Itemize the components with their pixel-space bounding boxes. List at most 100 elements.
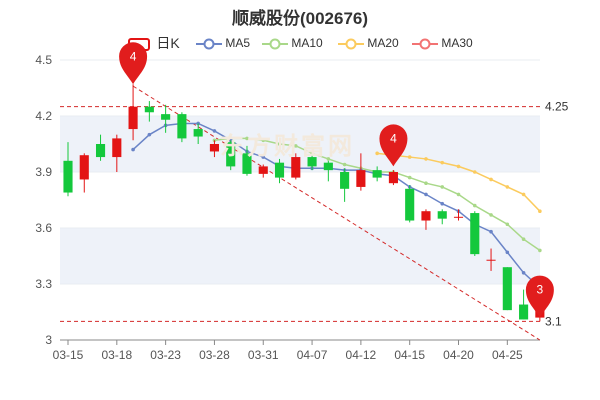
ma10-point xyxy=(293,144,298,148)
candle xyxy=(79,153,89,193)
candle-body xyxy=(144,106,154,113)
x-tick-label: 03-31 xyxy=(248,348,279,362)
candle-body xyxy=(161,114,171,120)
ma20-point xyxy=(456,164,461,169)
candle xyxy=(340,168,350,202)
y-tick-label: 4.5 xyxy=(35,53,52,67)
ma5-point xyxy=(521,271,526,275)
candle-body xyxy=(405,188,415,221)
chart-legend: 日K MA5 MA10 MA20 xyxy=(0,33,600,53)
candle xyxy=(144,101,154,122)
annotation-pin: 4 xyxy=(119,42,148,85)
candle-body xyxy=(356,170,366,187)
ma10-point xyxy=(505,222,510,227)
ma5-point xyxy=(261,155,266,159)
ma5-point xyxy=(131,147,135,152)
pin-label: 3 xyxy=(537,283,544,297)
ma20-point xyxy=(375,151,379,156)
ma20-point xyxy=(505,185,510,189)
pin-label: 4 xyxy=(390,131,397,145)
candle xyxy=(161,104,171,133)
candle xyxy=(63,142,73,197)
candle-body xyxy=(502,267,512,311)
reference-line-label: 4.25 xyxy=(545,100,569,114)
ma10-point xyxy=(326,157,331,161)
ma20-point xyxy=(440,160,445,165)
candle xyxy=(502,267,512,311)
watermark-text: 东方财富网 xyxy=(220,133,355,160)
x-tick-label: 03-15 xyxy=(53,348,84,362)
grid-band xyxy=(60,228,540,284)
y-tick-label: 3.6 xyxy=(35,221,52,235)
ma20-point xyxy=(424,157,428,161)
legend-label-dayk: 日K xyxy=(156,35,180,51)
candle-body xyxy=(437,211,447,219)
y-tick-label: 3 xyxy=(45,333,52,347)
candle-body xyxy=(193,129,203,137)
legend-item-ma30[interactable]: MA30 xyxy=(412,33,473,53)
ma5-point xyxy=(212,129,217,133)
candle-body xyxy=(307,157,317,167)
candle xyxy=(193,123,203,144)
x-tick-label: 03-23 xyxy=(150,348,181,362)
candle xyxy=(356,153,366,191)
candle-body xyxy=(258,166,268,174)
ma10-point xyxy=(277,142,282,146)
x-tick-label: 04-20 xyxy=(443,348,474,362)
candle-body xyxy=(79,155,89,180)
candle-body xyxy=(177,114,187,139)
candle-body xyxy=(340,172,350,189)
ma5-point xyxy=(505,250,510,255)
legend-label-ma30: MA30 xyxy=(441,36,473,50)
candle-body xyxy=(242,153,252,174)
candle xyxy=(291,153,301,180)
candle-body xyxy=(63,160,73,193)
legend-item-ma20[interactable]: MA20 xyxy=(338,33,399,53)
x-tick-label: 04-25 xyxy=(492,348,523,362)
candle xyxy=(112,134,122,172)
candle xyxy=(405,185,415,223)
x-tick-label: 04-15 xyxy=(394,348,425,362)
ma10-point xyxy=(489,213,493,217)
ma5-point xyxy=(147,132,152,137)
candle xyxy=(226,140,236,171)
ma30-legend-icon xyxy=(412,38,438,50)
ma20-legend-icon xyxy=(338,38,364,50)
reference-line-label: 3.1 xyxy=(545,314,562,328)
candle xyxy=(437,209,447,225)
ma10-point xyxy=(245,136,249,141)
annotation-pin: 4 xyxy=(379,124,408,167)
candle xyxy=(95,134,106,161)
candle xyxy=(307,153,317,171)
candle-body xyxy=(112,138,122,158)
legend-item-ma10[interactable]: MA10 xyxy=(262,33,323,53)
candle xyxy=(274,158,285,184)
candle-body xyxy=(453,216,464,218)
trend-line xyxy=(132,85,541,341)
candle-body xyxy=(323,162,333,171)
candle-body xyxy=(421,211,431,221)
candle-body xyxy=(470,213,480,255)
pin-shape xyxy=(525,275,554,318)
candle-body xyxy=(274,162,285,178)
candle-body xyxy=(128,106,138,130)
candle xyxy=(519,289,529,320)
x-tick-label: 03-18 xyxy=(101,348,132,362)
legend-item-ma5[interactable]: MA5 xyxy=(196,33,250,53)
pin-shape xyxy=(379,124,408,167)
x-tick-label: 04-12 xyxy=(346,348,377,362)
candle-body xyxy=(372,170,382,178)
candle-body xyxy=(95,144,106,158)
pin-label: 4 xyxy=(130,49,137,63)
candle xyxy=(177,112,187,143)
candle xyxy=(453,209,464,221)
ma10-point xyxy=(472,203,477,208)
y-tick-label: 4.2 xyxy=(35,109,52,123)
x-tick-label: 03-28 xyxy=(199,348,230,362)
candle xyxy=(388,170,398,186)
candle-body xyxy=(291,157,301,178)
legend-label-ma10: MA10 xyxy=(291,36,323,50)
candle xyxy=(470,211,480,256)
ma20-point xyxy=(538,209,542,213)
